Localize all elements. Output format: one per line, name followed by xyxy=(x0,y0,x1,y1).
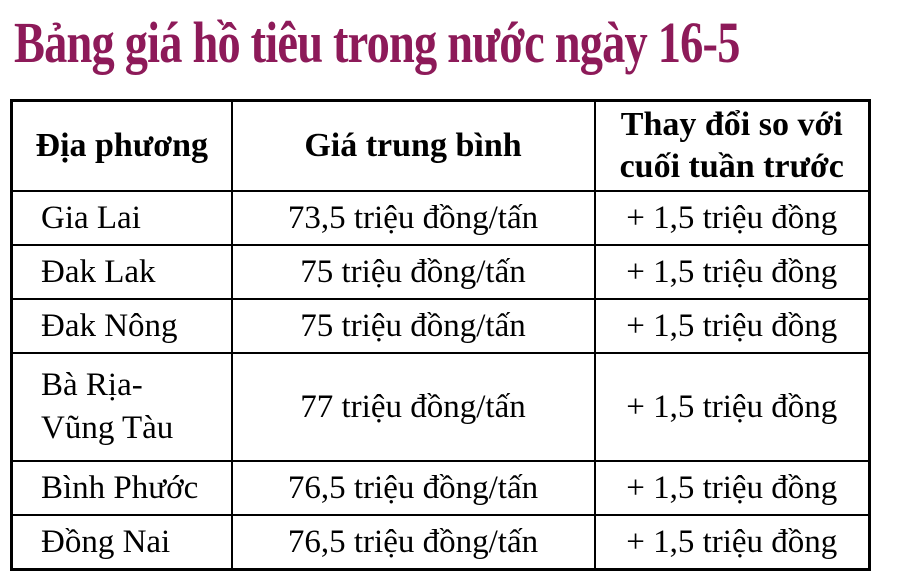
avg-price-cell: 77 triệu đồng/tấn xyxy=(230,352,596,462)
avg-price-cell: 75 triệu đồng/tấn xyxy=(230,298,596,354)
table-row: Bà Rịa- Vũng Tàu 77 triệu đồng/tấn + 1,5 t… xyxy=(10,352,871,462)
price-table: Địa phương Giá trung bình Thay đổi so vớ… xyxy=(10,99,871,571)
location-cell: Bình Phước xyxy=(10,460,233,516)
table-row: Đồng Nai 76,5 triệu đồng/tấn + 1,5 triệu đ… xyxy=(10,514,871,571)
avg-price-cell: 76,5 triệu đồng/tấn xyxy=(230,514,596,571)
change-cell: + 1,5 triệu đồng xyxy=(593,514,871,571)
location-cell: Đak Lak xyxy=(10,244,233,300)
location-cell: Đồng Nai xyxy=(10,514,233,571)
change-cell: + 1,5 triệu đồng xyxy=(593,190,871,246)
price-table-body: Gia Lai 73,5 triệu đồng/tấn + 1,5 triệu đồ… xyxy=(10,190,871,571)
header-row: Địa phương Giá trung bình Thay đổi so vớ… xyxy=(10,99,871,192)
table-row: Bình Phước 76,5 triệu đồng/tấn + 1,5 triệu… xyxy=(10,460,871,516)
avg-price-cell: 73,5 triệu đồng/tấn xyxy=(230,190,596,246)
column-header-change: Thay đổi so với cuối tuần trước xyxy=(593,99,871,192)
avg-price-cell: 76,5 triệu đồng/tấn xyxy=(230,460,596,516)
location-cell: Gia Lai xyxy=(10,190,233,246)
page-title: Bảng giá hồ tiêu trong nước ngày 16-5 xyxy=(14,10,740,75)
column-header-avg-price: Giá trung bình xyxy=(230,99,596,192)
change-cell: + 1,5 triệu đồng xyxy=(593,352,871,462)
price-table-header: Địa phương Giá trung bình Thay đổi so vớ… xyxy=(10,99,871,192)
table-row: Gia Lai 73,5 triệu đồng/tấn + 1,5 triệu đồ… xyxy=(10,190,871,246)
location-cell: Bà Rịa- Vũng Tàu xyxy=(10,352,233,462)
avg-price-cell: 75 triệu đồng/tấn xyxy=(230,244,596,300)
change-cell: + 1,5 triệu đồng xyxy=(593,298,871,354)
location-cell: Đak Nông xyxy=(10,298,233,354)
change-cell: + 1,5 triệu đồng xyxy=(593,244,871,300)
column-header-location: Địa phương xyxy=(10,99,233,192)
change-cell: + 1,5 triệu đồng xyxy=(593,460,871,516)
table-row: Đak Nông 75 triệu đồng/tấn + 1,5 triệu đồn… xyxy=(10,298,871,354)
table-row: Đak Lak 75 triệu đồng/tấn + 1,5 triệu đồng xyxy=(10,244,871,300)
